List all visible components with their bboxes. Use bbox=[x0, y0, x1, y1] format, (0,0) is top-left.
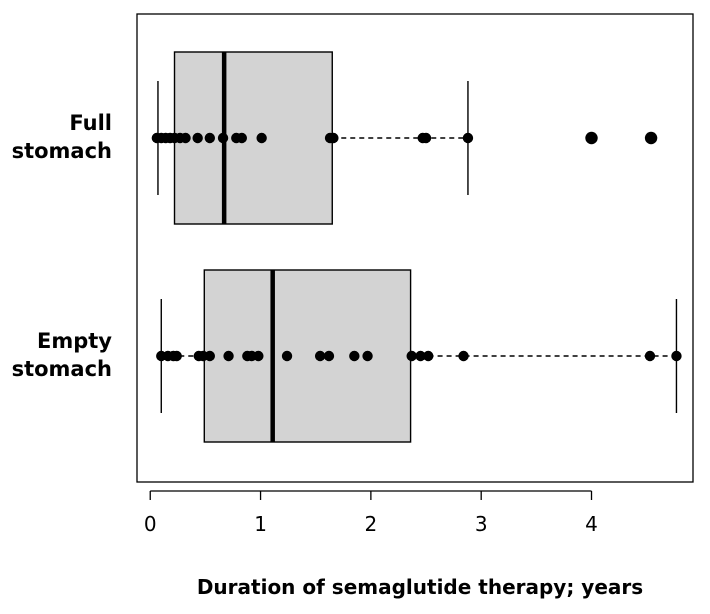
category-label: stomach bbox=[12, 357, 112, 381]
x-tick-label: 2 bbox=[365, 512, 378, 536]
data-point bbox=[323, 350, 335, 362]
data-point bbox=[420, 132, 432, 144]
x-tick-label: 0 bbox=[144, 512, 157, 536]
data-point bbox=[223, 350, 234, 362]
data-point bbox=[204, 350, 216, 362]
outlier-point bbox=[585, 131, 598, 145]
category-label: Full bbox=[69, 111, 112, 135]
data-point bbox=[349, 350, 360, 362]
category-label: stomach bbox=[12, 139, 112, 163]
data-point bbox=[644, 350, 656, 362]
data-point bbox=[236, 132, 248, 144]
category-label: Empty bbox=[37, 329, 112, 353]
data-point bbox=[256, 132, 267, 144]
data-point bbox=[217, 132, 229, 144]
x-tick-label: 3 bbox=[475, 512, 488, 536]
data-point bbox=[314, 350, 326, 362]
data-point bbox=[180, 132, 191, 144]
group-1 bbox=[156, 269, 682, 443]
data-point bbox=[458, 350, 469, 362]
outlier-point bbox=[644, 131, 658, 145]
data-point bbox=[204, 132, 216, 144]
box-iqr bbox=[203, 269, 412, 443]
x-axis: 0 1 2 3 4 bbox=[144, 490, 598, 536]
data-point bbox=[253, 350, 264, 362]
group-0 bbox=[151, 51, 658, 225]
data-point bbox=[415, 350, 426, 362]
data-point bbox=[328, 132, 339, 144]
data-point bbox=[171, 350, 182, 362]
groups-layer bbox=[151, 51, 682, 443]
x-tick-label: 4 bbox=[585, 512, 598, 536]
data-point bbox=[462, 132, 474, 144]
data-point bbox=[406, 350, 417, 362]
x-axis-title: Duration of semaglutide therapy; years bbox=[197, 575, 643, 599]
data-point bbox=[671, 350, 682, 362]
data-point bbox=[362, 350, 373, 362]
data-point bbox=[423, 350, 434, 362]
data-point bbox=[192, 132, 203, 144]
x-tick-label: 1 bbox=[254, 512, 267, 536]
data-point bbox=[281, 350, 293, 362]
plot-frame bbox=[136, 13, 694, 483]
category-labels: Full stomach Empty stomach bbox=[12, 111, 113, 381]
